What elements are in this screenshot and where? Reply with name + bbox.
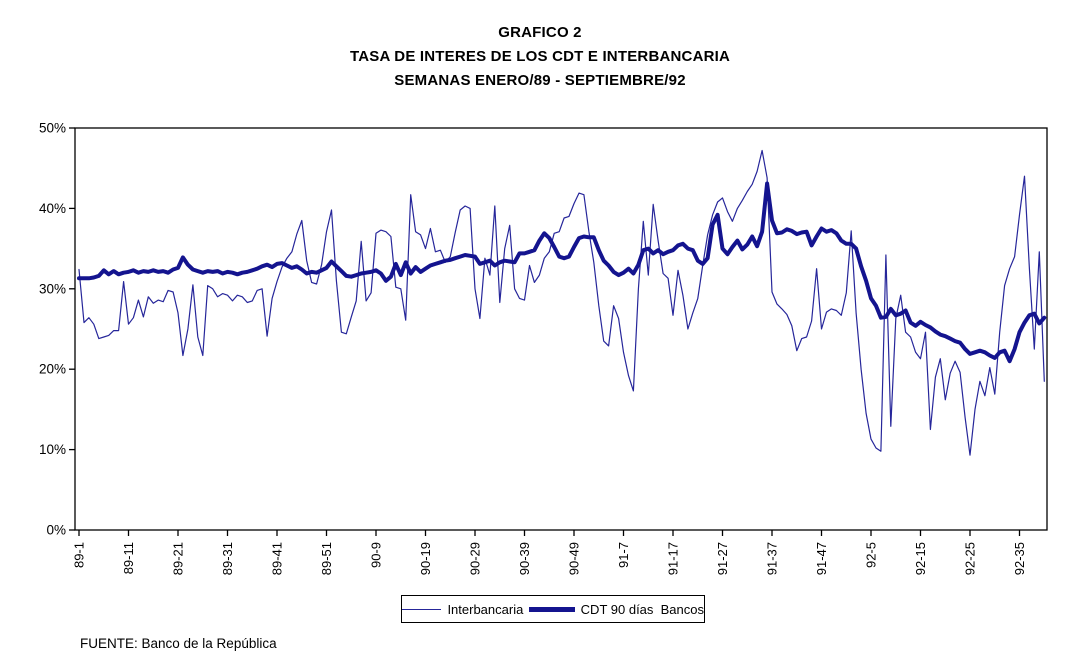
chart-title-line1: GRAFICO 2 xyxy=(498,24,582,41)
cdt-90-dias-line xyxy=(77,181,1047,364)
interbancaria-line xyxy=(78,149,1045,456)
x-axis-tick-label: 89-21 xyxy=(171,542,186,575)
x-axis-tick-label: 91-7 xyxy=(616,542,631,568)
y-axis-tick-label: 10% xyxy=(39,442,66,457)
x-axis-tick-label: 89-51 xyxy=(319,542,334,575)
y-axis-tick-label: 0% xyxy=(46,523,66,538)
x-axis-tick-label: 89-1 xyxy=(72,542,87,568)
x-axis-tick-label: 89-11 xyxy=(121,542,136,574)
x-axis-tick-label: 90-49 xyxy=(567,542,582,575)
y-axis-tick-label: 40% xyxy=(39,201,66,216)
x-axis-tick-label: 90-39 xyxy=(517,542,532,575)
x-axis-tick-label: 90-19 xyxy=(418,542,433,575)
x-axis-tick-label: 92-35 xyxy=(1012,542,1027,575)
x-axis-tick-label: 92-25 xyxy=(963,542,978,575)
x-axis-tick-label: 90-9 xyxy=(369,542,384,568)
chart-legend: Interbancaria CDT 90 días Bancos xyxy=(401,595,705,623)
x-axis-tick-label: 92-5 xyxy=(864,542,879,568)
chart-title-line3: SEMANAS ENERO/89 - SEPTIEMBRE/92 xyxy=(394,72,686,89)
chart-title-line2: TASA DE INTERES DE LOS CDT E INTERBANCAR… xyxy=(349,48,731,65)
x-axis-tick-label: 91-17 xyxy=(666,542,681,575)
legend-thick-line-sample xyxy=(529,606,575,612)
x-axis-tick-label: 91-27 xyxy=(715,542,730,575)
x-axis-tick-label: 89-31 xyxy=(220,542,235,575)
x-axis-tick-label: 92-15 xyxy=(913,542,928,575)
source-note: FUENTE: Banco de la República xyxy=(80,636,277,651)
legend-thin-line-sample xyxy=(402,608,442,610)
x-axis-tick-label: 91-47 xyxy=(814,542,829,575)
y-axis-tick-label: 30% xyxy=(39,281,66,296)
plot-border xyxy=(74,127,1048,531)
legend-label-interbancaria: Interbancaria xyxy=(447,601,524,617)
y-axis-tick-label: 20% xyxy=(39,362,66,377)
y-axis-tick-label: 50% xyxy=(39,121,66,136)
x-axis-tick-label: 90-29 xyxy=(468,542,483,575)
x-axis-tick-label: 91-37 xyxy=(765,542,780,575)
legend-label-cdt: CDT 90 días Bancos xyxy=(580,601,704,617)
x-axis-tick-label: 89-41 xyxy=(270,542,285,575)
chart-title: GRAFICO 2 TASA DE INTERES DE LOS CDT E I… xyxy=(0,21,1080,93)
